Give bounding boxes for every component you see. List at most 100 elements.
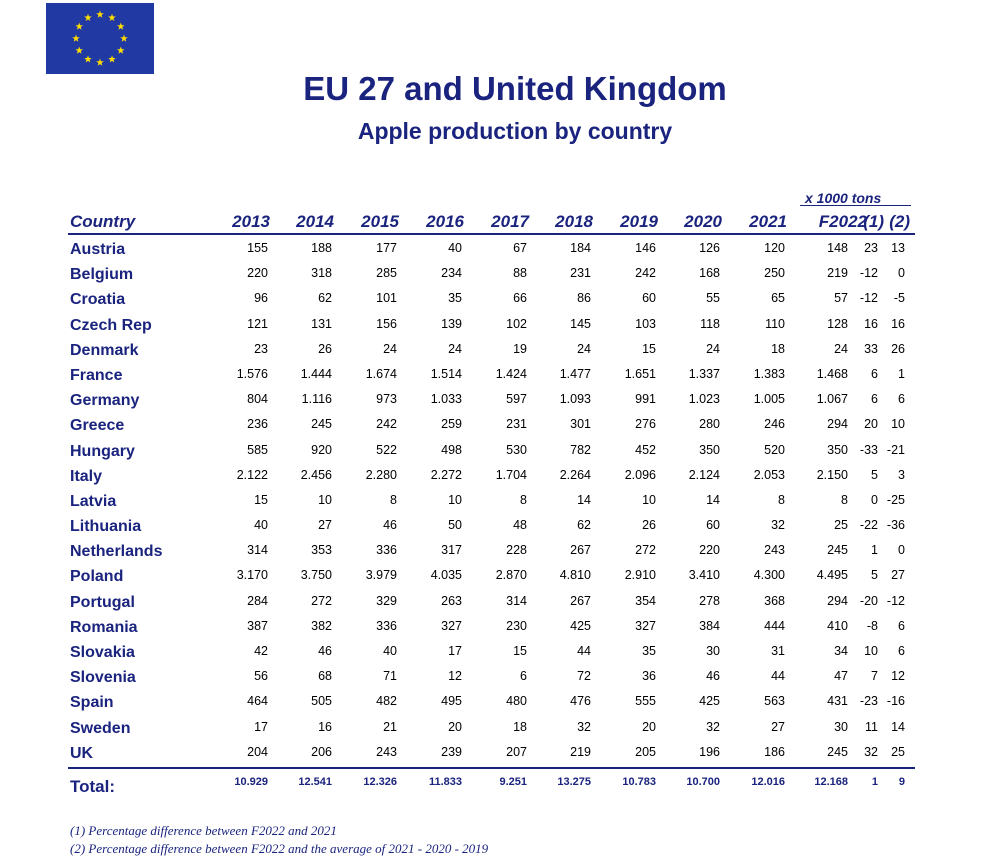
table-cell: 6 (898, 392, 905, 407)
table-cell: 0 (871, 492, 878, 507)
table-cell: 46 (318, 644, 332, 658)
table-cell: 46 (383, 518, 397, 533)
col-header-pct1: (1) (863, 212, 884, 231)
table-cell: 2.150 (816, 467, 848, 482)
country-name: Sweden (70, 719, 131, 737)
country-name: Greece (70, 417, 125, 435)
table-cell: 1.514 (430, 366, 462, 381)
table-cell: -21 (886, 442, 905, 457)
col-header-2014: 2014 (296, 212, 334, 231)
table-cell: 15 (254, 492, 268, 507)
country-name: Poland (70, 568, 124, 586)
table-cell: 3.410 (688, 568, 720, 583)
table-row: France 1.576 1.444 1.674 1.514 1.424 1.477 1.65… (0, 364, 990, 389)
table-row: Hungary 585 920 522 498 530 782 452 350 520 350 -33… (0, 440, 990, 465)
table-cell: 597 (506, 392, 527, 407)
table-cell: 1 (871, 543, 878, 558)
col-header-2021: 2021 (749, 212, 787, 231)
table-cell: 236 (247, 417, 268, 432)
table-cell: 4.495 (816, 568, 848, 583)
table-cell: 188 (311, 241, 332, 255)
table-cell: 387 (247, 618, 268, 633)
table-cell: 563 (764, 694, 785, 709)
table-cell: 495 (441, 694, 462, 709)
country-name: Hungary (70, 442, 135, 460)
table-cell: 482 (376, 694, 397, 709)
table-cell: 329 (376, 593, 397, 608)
table-cell: 207 (506, 744, 527, 759)
table-cell: 245 (827, 744, 848, 759)
total-cell: 10.929 (234, 776, 268, 788)
table-row: Poland 3.170 3.750 3.979 4.035 2.870 4.810 2.91… (0, 565, 990, 590)
total-cell: 1 (871, 776, 878, 788)
table-cell: 242 (376, 417, 397, 432)
table-cell: 246 (764, 417, 785, 432)
table-cell: 476 (570, 694, 591, 709)
table-cell: 1.067 (816, 392, 848, 407)
country-name: Germany (70, 392, 140, 410)
total-cell: 10.700 (686, 776, 720, 788)
table-cell: 32 (706, 719, 720, 734)
table-cell: -8 (866, 618, 878, 633)
table-cell: 5 (871, 467, 878, 482)
table-cell: -20 (859, 593, 878, 608)
table-cell: 18 (513, 719, 527, 734)
table-cell: 44 (771, 669, 785, 684)
table-cell: 60 (706, 518, 720, 533)
country-name: France (70, 366, 123, 384)
page-title: EU 27 and United Kingdom (303, 70, 727, 107)
table-cell: 10 (864, 644, 878, 658)
col-header-pct2: (2) (889, 212, 910, 231)
table-cell: 26 (642, 518, 656, 533)
table-cell: 3.979 (365, 568, 397, 583)
eu-flag-icon (46, 3, 154, 74)
table-cell: 30 (834, 719, 848, 734)
country-name: Italy (70, 467, 103, 485)
table-cell: 65 (771, 291, 785, 306)
table-cell: 1 (898, 366, 905, 381)
table-cell: 804 (247, 392, 268, 407)
table-cell: 35 (642, 644, 656, 658)
table-cell: 250 (764, 266, 785, 281)
table-cell: 71 (383, 669, 397, 684)
table-cell: 285 (376, 266, 397, 281)
table-cell: 18 (771, 341, 785, 356)
table-cell: 20 (642, 719, 656, 734)
total-rule (68, 767, 915, 769)
table-cell: 17 (448, 644, 462, 658)
table-cell: 0 (898, 543, 905, 558)
total-cell: 11.833 (428, 776, 462, 788)
table-cell: 2.910 (624, 568, 656, 583)
table-cell: 318 (311, 266, 332, 281)
table-cell: 219 (570, 744, 591, 759)
table-cell: -22 (859, 518, 878, 533)
table-cell: 1.674 (365, 366, 397, 381)
table-cell: 230 (506, 618, 527, 633)
table-cell: 6 (871, 392, 878, 407)
table-cell: 16 (864, 316, 878, 331)
table-cell: 1.468 (816, 366, 848, 381)
table-cell: 121 (247, 316, 268, 331)
table-cell: 336 (376, 618, 397, 633)
footnote-2: (2) Percentage difference between F2022 … (70, 841, 489, 856)
table-cell: 382 (311, 618, 332, 633)
table-cell: 10 (448, 492, 462, 507)
table-cell: 14 (891, 719, 905, 734)
table-cell: 66 (513, 291, 527, 306)
table-cell: 20 (448, 719, 462, 734)
table-cell: -33 (859, 442, 878, 457)
eu-star-icon (84, 55, 92, 63)
total-cell: 10.783 (622, 776, 656, 788)
table-cell: 56 (254, 669, 268, 684)
total-cell: 13.275 (557, 776, 591, 788)
table-cell: 44 (577, 644, 591, 658)
country-name: Slovakia (70, 644, 135, 661)
table-body: Austria 155 188 177 40 67 184 146 126 120 148 23 13 B… (0, 238, 990, 767)
table-cell: 128 (827, 316, 848, 331)
country-name: Slovenia (70, 669, 136, 687)
table-cell: 2.053 (753, 467, 785, 482)
table-row: Latvia 15 10 8 10 8 14 10 14 8 8 0 -25 (0, 490, 990, 515)
table-cell: 243 (764, 543, 785, 558)
table-cell: 314 (247, 543, 268, 558)
table-cell: 2.096 (624, 467, 656, 482)
